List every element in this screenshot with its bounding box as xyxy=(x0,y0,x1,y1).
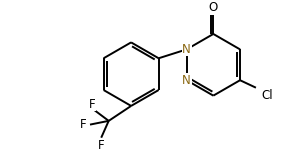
Text: N: N xyxy=(182,74,191,87)
Text: F: F xyxy=(80,118,87,131)
Text: O: O xyxy=(209,1,218,14)
Text: F: F xyxy=(88,98,95,111)
Text: Cl: Cl xyxy=(261,89,273,102)
Text: N: N xyxy=(182,43,191,56)
Text: F: F xyxy=(98,139,105,151)
